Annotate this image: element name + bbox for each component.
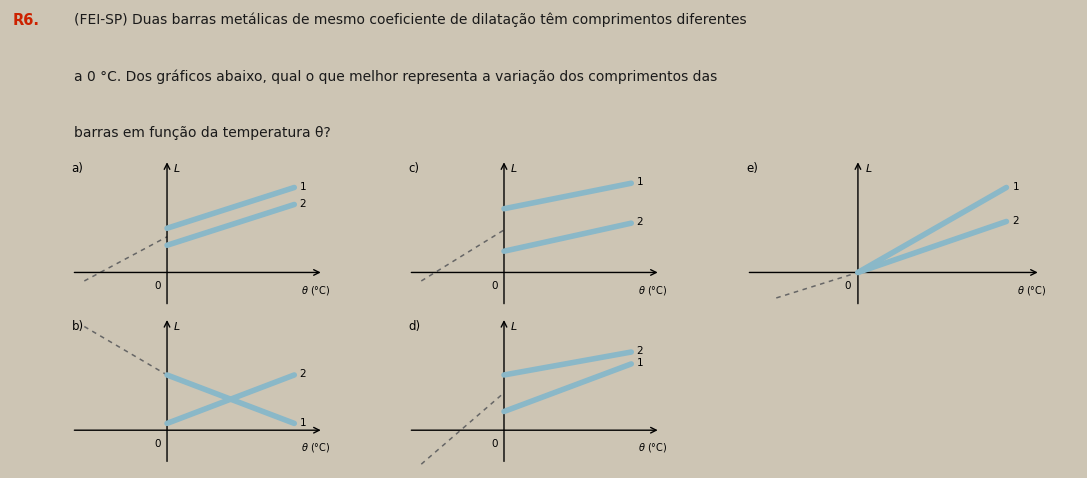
- Text: 1: 1: [299, 418, 307, 427]
- Text: 0: 0: [845, 281, 851, 291]
- Text: a): a): [72, 162, 84, 175]
- Text: $\theta$ (°C): $\theta$ (°C): [638, 283, 667, 296]
- Text: 2: 2: [299, 369, 307, 379]
- Text: $L$: $L$: [174, 320, 180, 332]
- Text: 1: 1: [299, 182, 307, 192]
- Text: 2: 2: [1012, 216, 1019, 226]
- Text: $\theta$ (°C): $\theta$ (°C): [1017, 283, 1047, 296]
- Text: 0: 0: [154, 281, 161, 291]
- Text: 2: 2: [636, 346, 644, 356]
- Text: R6.: R6.: [13, 12, 40, 28]
- Text: 0: 0: [491, 439, 498, 449]
- Text: $\theta$ (°C): $\theta$ (°C): [301, 441, 330, 454]
- Text: $L$: $L$: [511, 162, 517, 174]
- Text: $\theta$ (°C): $\theta$ (°C): [638, 441, 667, 454]
- Text: 1: 1: [636, 177, 644, 187]
- Text: barras em função da temperatura θ?: barras em função da temperatura θ?: [74, 126, 330, 140]
- Text: $L$: $L$: [174, 162, 180, 174]
- Text: a 0 °C. Dos gráficos abaixo, qual o que melhor representa a variação dos comprim: a 0 °C. Dos gráficos abaixo, qual o que …: [74, 69, 717, 84]
- Text: $L$: $L$: [865, 162, 873, 174]
- Text: 1: 1: [636, 358, 644, 368]
- Text: $\theta$ (°C): $\theta$ (°C): [301, 283, 330, 296]
- Text: b): b): [72, 320, 84, 333]
- Text: (FEI-SP) Duas barras metálicas de mesmo coeficiente de dilatação têm comprimento: (FEI-SP) Duas barras metálicas de mesmo …: [74, 12, 747, 27]
- Text: 0: 0: [491, 281, 498, 291]
- Text: c): c): [409, 162, 420, 175]
- Text: 1: 1: [1012, 182, 1019, 192]
- Text: 2: 2: [636, 217, 644, 228]
- Text: e): e): [747, 162, 759, 175]
- Text: 2: 2: [299, 199, 307, 208]
- Text: $L$: $L$: [511, 320, 517, 332]
- Text: d): d): [409, 320, 421, 333]
- Text: 0: 0: [154, 439, 161, 449]
